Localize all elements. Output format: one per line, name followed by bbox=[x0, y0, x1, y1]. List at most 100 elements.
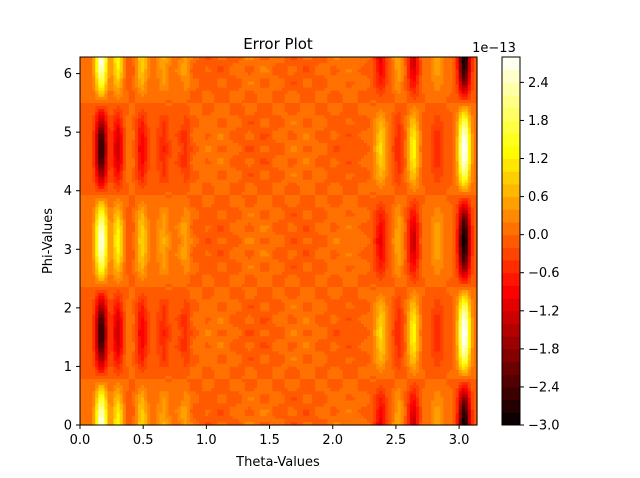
contour-cell bbox=[141, 339, 145, 343]
contour-cell bbox=[98, 96, 102, 101]
contour-cell bbox=[116, 354, 121, 359]
contour-cell bbox=[131, 234, 136, 239]
contour-cell bbox=[95, 72, 99, 76]
contour-cell bbox=[122, 250, 127, 254]
contour-cell bbox=[104, 397, 109, 402]
contour-cell bbox=[101, 66, 106, 70]
contour-cell bbox=[80, 158, 84, 162]
contour-cell bbox=[83, 385, 87, 389]
contour-cell bbox=[80, 375, 84, 380]
contour-cell bbox=[119, 121, 124, 126]
contour-cell bbox=[95, 250, 99, 254]
contour-cell bbox=[107, 112, 112, 116]
contour-cell bbox=[83, 317, 87, 322]
contour-cell bbox=[147, 372, 151, 377]
contour-cell bbox=[122, 299, 127, 303]
contour-cell bbox=[128, 351, 133, 356]
contour-cell bbox=[153, 412, 157, 417]
contour-cell bbox=[122, 274, 127, 279]
contour-cell bbox=[156, 66, 160, 70]
contour-cell bbox=[89, 99, 93, 104]
contour-cell bbox=[80, 302, 84, 306]
contour-cell bbox=[101, 167, 106, 172]
contour-cell bbox=[138, 173, 142, 178]
contour-cell bbox=[107, 103, 112, 107]
contour-cell bbox=[141, 130, 145, 135]
contour-cell bbox=[150, 69, 154, 73]
contour-cell bbox=[92, 329, 96, 334]
contour-cell bbox=[153, 323, 157, 328]
contour-cell bbox=[147, 397, 151, 402]
contour-cell bbox=[141, 87, 145, 92]
contour-cell bbox=[119, 170, 124, 175]
contour-cell bbox=[141, 136, 145, 141]
contour-cell bbox=[141, 84, 145, 89]
contour-cell bbox=[141, 409, 145, 414]
contour-cell bbox=[138, 63, 142, 67]
contour-cell bbox=[144, 277, 148, 282]
contour-cell bbox=[134, 179, 139, 184]
contour-cell bbox=[122, 397, 127, 402]
contour-cell bbox=[147, 320, 151, 325]
contour-cell bbox=[95, 406, 99, 411]
contour-cell bbox=[107, 406, 112, 411]
contour-cell bbox=[150, 375, 154, 380]
contour-cell bbox=[101, 406, 106, 411]
contour-cell bbox=[95, 149, 99, 153]
contour-cell bbox=[98, 290, 102, 294]
contour-cell bbox=[153, 99, 157, 104]
contour-cell bbox=[144, 415, 148, 420]
contour-cell bbox=[131, 84, 136, 89]
contour-cell bbox=[141, 348, 145, 352]
contour-cell bbox=[131, 265, 136, 270]
contour-cell bbox=[95, 96, 99, 101]
contour-cell bbox=[113, 283, 118, 288]
contour-cell bbox=[92, 87, 96, 92]
contour-cell bbox=[141, 357, 145, 362]
contour-cell bbox=[113, 139, 118, 144]
contour-cell bbox=[153, 188, 157, 193]
contour-cell bbox=[119, 308, 124, 313]
contour-cell bbox=[125, 204, 130, 208]
contour-cell bbox=[110, 256, 115, 260]
contour-cell bbox=[153, 415, 157, 420]
contour-cell bbox=[95, 90, 99, 95]
contour-cell bbox=[104, 351, 109, 356]
contour-cell bbox=[144, 115, 148, 119]
contour-cell bbox=[98, 268, 102, 273]
contour-cell bbox=[80, 314, 84, 319]
contour-cell bbox=[101, 375, 106, 380]
contour-cell bbox=[138, 372, 142, 377]
contour-cell bbox=[141, 256, 145, 260]
contour-cell bbox=[113, 60, 118, 64]
contour-cell bbox=[83, 69, 87, 73]
contour-cell bbox=[125, 78, 130, 83]
contour-cell bbox=[150, 109, 154, 113]
contour-cell bbox=[80, 185, 84, 190]
contour-cell bbox=[80, 339, 84, 343]
contour-cell bbox=[110, 421, 115, 426]
contour-cell bbox=[83, 388, 87, 392]
contour-cell bbox=[122, 385, 127, 389]
contour-cell bbox=[131, 314, 136, 319]
contour-cell bbox=[98, 109, 102, 113]
contour-cell bbox=[107, 136, 112, 141]
contour-cell bbox=[83, 277, 87, 282]
contour-cell bbox=[122, 228, 127, 233]
contour-cell bbox=[116, 391, 121, 395]
contour-cell bbox=[83, 274, 87, 279]
contour-cell bbox=[156, 133, 160, 138]
contour-cell bbox=[98, 149, 102, 153]
contour-cell bbox=[147, 182, 151, 187]
contour-cell bbox=[119, 351, 124, 356]
contour-cell bbox=[141, 320, 145, 325]
contour-cell bbox=[83, 391, 87, 395]
contour-cell bbox=[138, 142, 142, 147]
contour-cell bbox=[125, 366, 130, 371]
contour-cell bbox=[107, 225, 112, 230]
contour-cell bbox=[150, 336, 154, 340]
contour-cell bbox=[122, 139, 127, 144]
contour-cell bbox=[98, 142, 102, 147]
contour-cell bbox=[110, 336, 115, 340]
contour-cell bbox=[141, 391, 145, 395]
